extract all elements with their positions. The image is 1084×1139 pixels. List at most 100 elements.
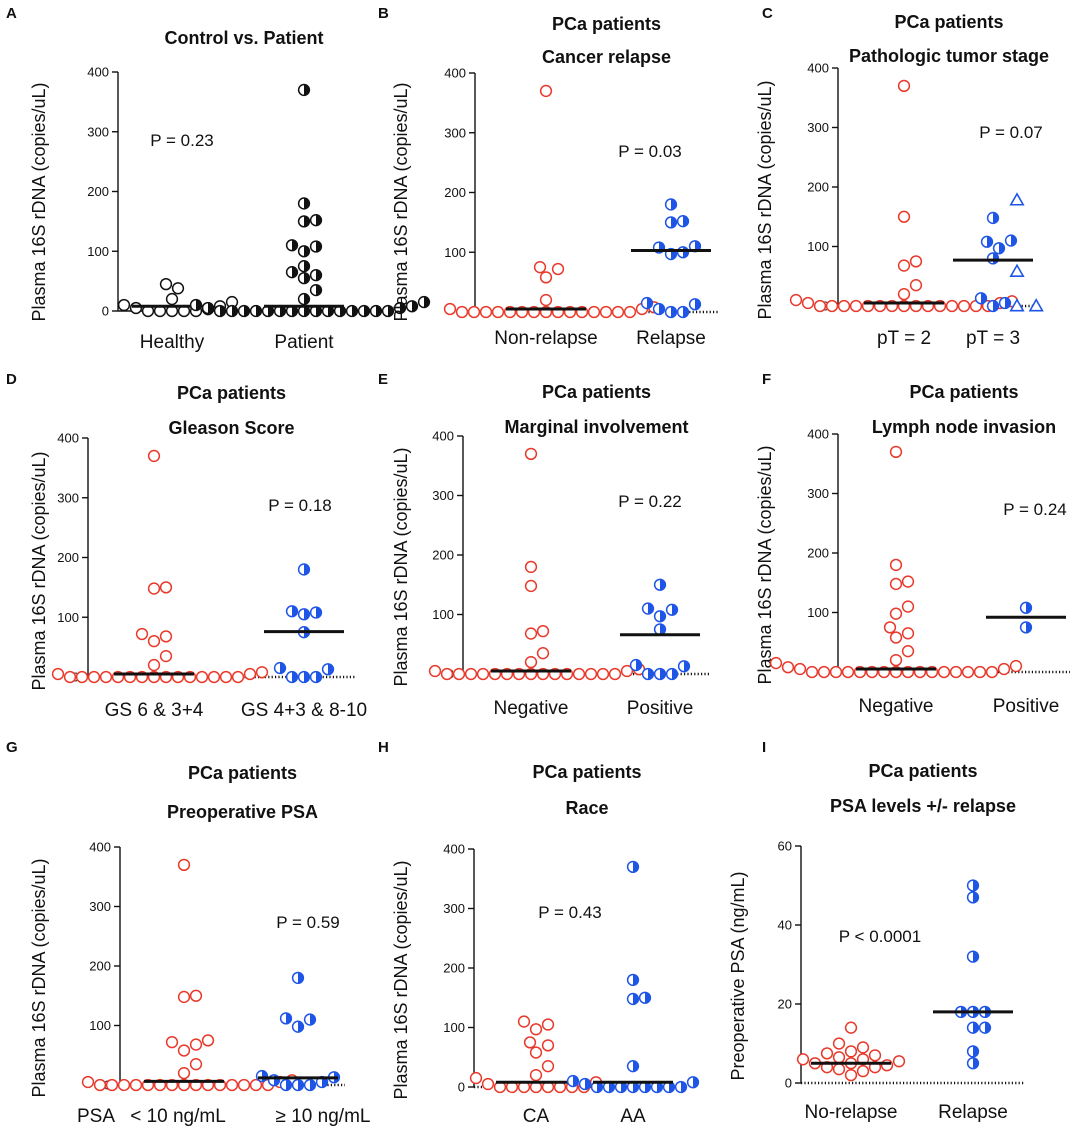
data-point: [297, 563, 311, 576]
x-category-label: Non-relapse: [494, 328, 598, 349]
data-point: [147, 658, 161, 672]
y-tick-label: 100: [443, 1020, 465, 1035]
panel-d: D PCa patients Gleason Score Plasma 16S rDN…: [6, 371, 367, 721]
data-point: [966, 1045, 980, 1058]
group-gs-6-3-4: [51, 449, 269, 684]
data-point: [291, 1078, 305, 1092]
data-point: [837, 299, 851, 313]
data-point: [297, 292, 311, 306]
data-point: [805, 665, 819, 679]
data-point: [440, 667, 454, 681]
data-point: [602, 1080, 616, 1094]
x-category-label: < 10 ng/mL: [130, 1106, 226, 1127]
panel-i: I PCa patients PSA levels +/- relapse Preop…: [728, 739, 1025, 1123]
data-point: [626, 1060, 640, 1073]
panel-letter: H: [378, 739, 389, 756]
data-point: [551, 262, 565, 276]
panel-title: Control vs. Patient: [164, 28, 323, 48]
panel-letter: I: [762, 739, 766, 756]
data-point: [541, 1018, 555, 1031]
data-point: [443, 302, 457, 316]
data-point: [541, 1060, 555, 1073]
y-axis-label: Plasma 16S rDNA (copies/uL): [29, 858, 49, 1097]
y-tick-label: 400: [89, 840, 111, 855]
data-point: [297, 670, 311, 684]
data-point: [638, 991, 652, 1004]
data-point: [464, 667, 478, 681]
data-point: [626, 992, 640, 1006]
y-tick-label: 400: [807, 427, 829, 442]
data-point: [524, 579, 538, 593]
data-point: [892, 1055, 906, 1068]
data-point: [664, 305, 678, 319]
data-point: [817, 665, 831, 679]
data-point: [261, 304, 275, 318]
data-point: [1019, 601, 1033, 614]
data-point: [909, 255, 923, 268]
group-positive: [1019, 601, 1033, 634]
group-relapse: [954, 879, 992, 1070]
data-point: [665, 603, 679, 616]
data-point: [901, 575, 915, 588]
data-point: [117, 1078, 131, 1092]
y-tick-label: 300: [807, 486, 829, 501]
data-point: [957, 299, 971, 313]
data-point: [309, 606, 323, 619]
data-point: [159, 649, 173, 663]
data-point: [986, 252, 1000, 265]
y-tick-label: 60: [778, 839, 792, 854]
panel-letter: B: [378, 5, 389, 22]
data-point: [99, 670, 113, 684]
data-point: [159, 581, 173, 594]
y-tick-label: 0: [458, 1080, 465, 1095]
y-tick-label: 200: [444, 185, 466, 200]
panel-supertitle: PCa patients: [868, 761, 977, 781]
data-point: [566, 1074, 580, 1088]
data-point: [273, 661, 287, 675]
p-value: P = 0.18: [268, 496, 332, 515]
panel-supertitle: PCa patients: [532, 762, 641, 782]
data-point: [469, 1071, 483, 1085]
data-point: [676, 246, 690, 259]
data-point: [225, 1078, 239, 1092]
data-point: [297, 215, 311, 228]
data-point: [966, 1021, 980, 1034]
data-point: [189, 1058, 203, 1071]
y-tick-label: 0: [785, 1076, 792, 1091]
data-point: [357, 304, 371, 318]
data-point: [129, 301, 143, 315]
y-axis-label: Preoperative PSA (ng/mL): [728, 871, 748, 1080]
panel-title: Pathologic tumor stage: [849, 46, 1049, 66]
group-pt-2: [789, 79, 1019, 313]
y-tick-label: 100: [89, 1018, 111, 1033]
y-axis-label: Plasma 16S rDNA (copies/uL): [29, 82, 49, 321]
data-point: [321, 663, 335, 676]
data-point: [676, 215, 690, 228]
data-point: [201, 301, 215, 315]
data-point: [626, 1080, 640, 1094]
panel-letter: D: [6, 371, 17, 388]
data-point: [897, 79, 911, 92]
data-point: [309, 283, 323, 297]
y-tick-label: 400: [432, 429, 454, 444]
p-value: P = 0.23: [150, 131, 214, 150]
data-point: [966, 1057, 980, 1070]
p-value: P = 0.43: [538, 903, 602, 922]
y-tick-label: 100: [87, 244, 109, 259]
y-tick-label: 200: [87, 184, 109, 199]
data-point: [599, 305, 613, 319]
panel-c: C PCa patients Pathologic tumor stage Plasm…: [755, 5, 1049, 349]
data-point: [369, 304, 383, 318]
data-point: [189, 1038, 203, 1051]
data-point: [147, 582, 161, 595]
y-tick-label: 300: [432, 488, 454, 503]
data-point: [889, 653, 903, 667]
data-point: [620, 664, 634, 678]
y-tick-label: 400: [444, 66, 466, 81]
data-point: [529, 1046, 543, 1059]
p-value: P = 0.07: [979, 123, 1043, 142]
data-point: [998, 296, 1012, 310]
data-point: [455, 305, 469, 319]
p-value: P = 0.24: [1003, 500, 1067, 519]
data-point: [476, 667, 490, 681]
